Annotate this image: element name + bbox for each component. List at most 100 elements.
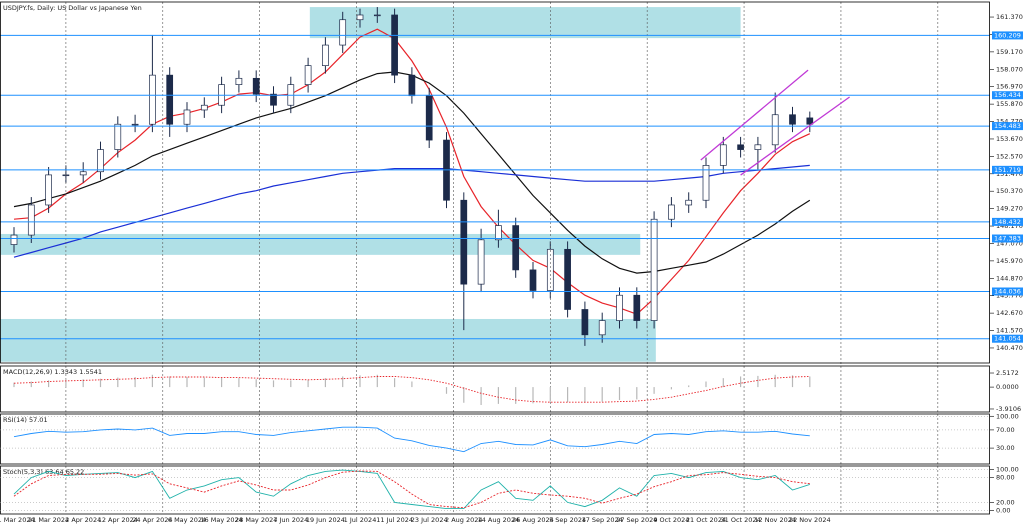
candle-body	[495, 225, 502, 241]
zone	[0, 318, 656, 362]
candle-body	[598, 320, 606, 336]
macd-bar	[411, 381, 413, 388]
candle-body	[200, 104, 208, 111]
y-tick-label: 147.070	[996, 239, 1023, 247]
candle-body	[806, 117, 814, 125]
candle-body	[668, 204, 675, 220]
x-tick-label: 17 Sep 2024	[582, 516, 623, 524]
trendline	[740, 96, 850, 176]
candle-body	[166, 74, 174, 125]
macd-bar	[359, 375, 361, 388]
level-label-box	[992, 234, 1023, 243]
macd-bar	[497, 387, 499, 404]
zone	[0, 233, 641, 255]
panel-frame	[0, 465, 990, 515]
y-tick-label: -3.9106	[996, 405, 1021, 413]
y-tick-label: 153.670	[996, 135, 1023, 143]
candle-body	[702, 165, 710, 201]
plot-area	[0, 7, 814, 362]
panel-title: MACD(12,26,9) 1.3343 1.5541	[3, 368, 102, 376]
macd-bar	[186, 377, 188, 388]
candle-body	[650, 218, 658, 321]
x-tick-label: 22 Nov 2024	[789, 516, 831, 524]
candle-body	[512, 225, 520, 271]
level-label: 148.432	[994, 218, 1021, 226]
macd-bar	[636, 387, 638, 400]
macd-bar	[757, 375, 759, 388]
macd-bar	[290, 380, 292, 388]
candle-body	[754, 144, 762, 150]
x-tick-label: 19 Jun 2024	[306, 516, 345, 524]
y-tick-label: 140.470	[996, 344, 1023, 352]
indicator-line	[13, 470, 810, 509]
y-tick-label: 158.070	[996, 65, 1023, 73]
macd-bar	[13, 382, 15, 388]
candle-body	[373, 14, 381, 17]
x-tick-label: 6 May 2024	[168, 516, 206, 524]
level-label-box	[992, 334, 1023, 343]
macd-bar	[134, 377, 136, 388]
panel-frame	[0, 1, 990, 364]
x-tick-label: 23 Jul 2024	[411, 516, 448, 524]
candle-body	[719, 144, 727, 166]
x-tick-label: 5 Sep 2024	[549, 516, 586, 524]
x-tick-label: 2 Aug 2024	[445, 516, 483, 524]
candle-body	[149, 74, 156, 125]
x-tick-label: 26 Aug 2024	[512, 516, 554, 524]
y-tick-label: 80.00	[996, 474, 1015, 482]
y-tick-label: 0.0000	[996, 383, 1019, 391]
macd-bar	[480, 387, 482, 406]
panel-frame	[0, 365, 990, 413]
macd-bar	[670, 387, 672, 390]
y-tick-label: 148.170	[996, 222, 1023, 230]
moving-average	[13, 164, 810, 258]
candle-body	[27, 204, 35, 236]
y-tick-label: 100.00	[996, 465, 1019, 473]
candle-body	[79, 171, 87, 176]
macd-bar	[515, 387, 517, 404]
candle-body	[685, 199, 693, 206]
macd-bar	[618, 387, 621, 400]
panel-title: Stoch(5,3,3) 63.64 65.22	[3, 468, 84, 476]
macd-bar	[740, 376, 742, 388]
macd-bar	[203, 377, 205, 388]
x-tick-label: 14 Aug 2024	[478, 516, 520, 524]
level-label: 156.434	[994, 91, 1021, 99]
macd-bar	[169, 376, 171, 388]
macd-bar	[791, 375, 794, 388]
macd-bar	[151, 374, 153, 388]
y-tick-label: 0.00	[996, 507, 1010, 515]
macd-bar	[394, 378, 396, 388]
macd-bar	[722, 378, 724, 388]
panel-frame	[0, 413, 990, 465]
x-tick-label: 16 May 2024	[200, 516, 242, 524]
macd-bar	[809, 376, 811, 388]
macd-bar	[238, 378, 240, 388]
x-tick-label: 28 May 2024	[235, 516, 277, 524]
macd-bar	[324, 378, 326, 388]
macd-bar	[601, 387, 603, 402]
y-tick-label: 161.370	[996, 13, 1023, 21]
candle-body	[737, 144, 744, 150]
y-tick-label: 144.870	[996, 274, 1023, 282]
candle-body	[183, 109, 191, 125]
macd-bar	[584, 387, 586, 403]
candle-body	[425, 95, 433, 141]
candle-body	[45, 174, 52, 206]
moving-average	[13, 28, 811, 315]
panel-title: RSI(14) 57.01	[3, 416, 48, 424]
macd-bar	[549, 387, 551, 402]
y-tick-label: 100.00	[996, 412, 1019, 420]
candle-body	[460, 199, 468, 285]
macd-bar	[30, 381, 32, 388]
candle-body	[235, 77, 243, 85]
macd-bar	[48, 380, 50, 388]
y-tick-label: 155.870	[996, 100, 1023, 108]
y-tick-label: 154.770	[996, 118, 1023, 126]
y-tick-label: 2.5172	[996, 369, 1019, 377]
macd-bar	[342, 376, 344, 388]
x-tick-label: 12 Nov 2024	[754, 516, 796, 524]
macd-bar	[82, 379, 84, 388]
x-tick-label: 11 Mar 2024	[0, 516, 35, 524]
level-label: 141.054	[994, 335, 1021, 343]
